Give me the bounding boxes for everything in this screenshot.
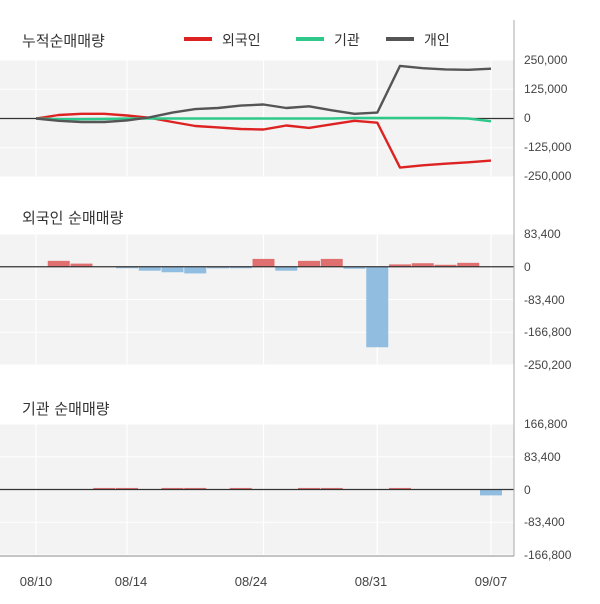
- legend-label-institution: 기관: [334, 33, 360, 49]
- panel-2-ytick: -166,800: [524, 325, 572, 339]
- institution-bar: [93, 487, 116, 490]
- series-line-institution: [35, 116, 492, 123]
- panel-1-ytick: 250,000: [524, 53, 568, 67]
- foreigner-bar: [207, 266, 229, 269]
- panel-2-ytick: -83,400: [524, 293, 565, 307]
- institution-bar: [184, 487, 207, 490]
- x-tick-label: 08/14: [115, 574, 148, 589]
- panel-2-y-axis: 83,400 0 -83,400 -166,800 -250,200: [524, 227, 572, 372]
- foreigner-bar: [457, 262, 480, 267]
- bar-series: [47, 258, 502, 496]
- foreigner-bar: [275, 266, 298, 271]
- foreigner-bar: [411, 263, 434, 267]
- foreigner-bar: [70, 263, 93, 267]
- foreigner-bar: [229, 266, 252, 269]
- panel-3-ytick: 166,800: [524, 417, 568, 431]
- panel-1-ytick: 125,000: [524, 82, 568, 96]
- foreigner-bar: [116, 266, 138, 269]
- panel-3-ytick: 0: [524, 483, 531, 497]
- institution-bar: [389, 487, 411, 490]
- panel-3-y-axis: 166,800 83,400 0 -83,400 -166,800: [524, 417, 572, 562]
- axis-lines: [0, 20, 515, 557]
- foreigner-bar: [366, 266, 389, 348]
- x-tick-label: 08/31: [355, 574, 388, 589]
- foreigner-bar: [252, 258, 275, 267]
- x-tick-label: 09/07: [475, 574, 508, 589]
- panel-1-y-axis: 250,000 125,000 0 -125,000 -250,000: [524, 53, 572, 183]
- line-series: [35, 64, 492, 169]
- panel-2-title: 외국인 순매매량: [22, 209, 124, 227]
- panel-1-ytick: 0: [524, 111, 531, 125]
- foreigner-bar: [161, 266, 184, 273]
- institution-bar: [320, 487, 343, 490]
- foreigner-bar: [184, 266, 207, 274]
- panel-3-ytick: -166,800: [524, 548, 572, 562]
- foreigner-bar: [47, 260, 70, 267]
- series-line-individual: [35, 64, 492, 124]
- series-line-foreigner: [35, 112, 492, 169]
- panel-3-title: 기관 순매매량: [22, 400, 110, 418]
- institution-bar: [229, 487, 252, 490]
- legend-label-individual: 개인: [424, 33, 450, 49]
- institution-bar: [161, 487, 184, 490]
- foreigner-bar: [298, 260, 320, 267]
- institution-bar: [298, 487, 320, 490]
- x-tick-label: 08/24: [235, 574, 268, 589]
- legend-label-foreigner: 외국인: [222, 33, 261, 49]
- foreigner-bar: [138, 266, 161, 271]
- panel-2-ytick: -250,200: [524, 358, 572, 372]
- panel-2-ytick: 83,400: [524, 227, 561, 241]
- x-tick-label: 08/10: [20, 574, 53, 589]
- panel-3-ytick: 83,400: [524, 450, 561, 464]
- legend: 외국인 기관 개인: [184, 33, 450, 49]
- panel-1-title: 누적순매매량: [22, 32, 105, 50]
- foreigner-bar: [320, 258, 343, 267]
- foreigner-bar: [343, 266, 366, 269]
- panel-1-ytick: -125,000: [524, 140, 572, 154]
- panel-1-ytick: -250,000: [524, 169, 572, 183]
- x-axis: 08/10 08/14 08/24 08/31 09/07: [20, 574, 508, 589]
- panel-2-ytick: 0: [524, 260, 531, 274]
- institution-bar: [480, 489, 502, 496]
- institution-bar: [116, 487, 138, 490]
- foreigner-bar: [434, 264, 457, 267]
- panel-3-ytick: -83,400: [524, 515, 565, 529]
- foreigner-bar: [389, 264, 411, 267]
